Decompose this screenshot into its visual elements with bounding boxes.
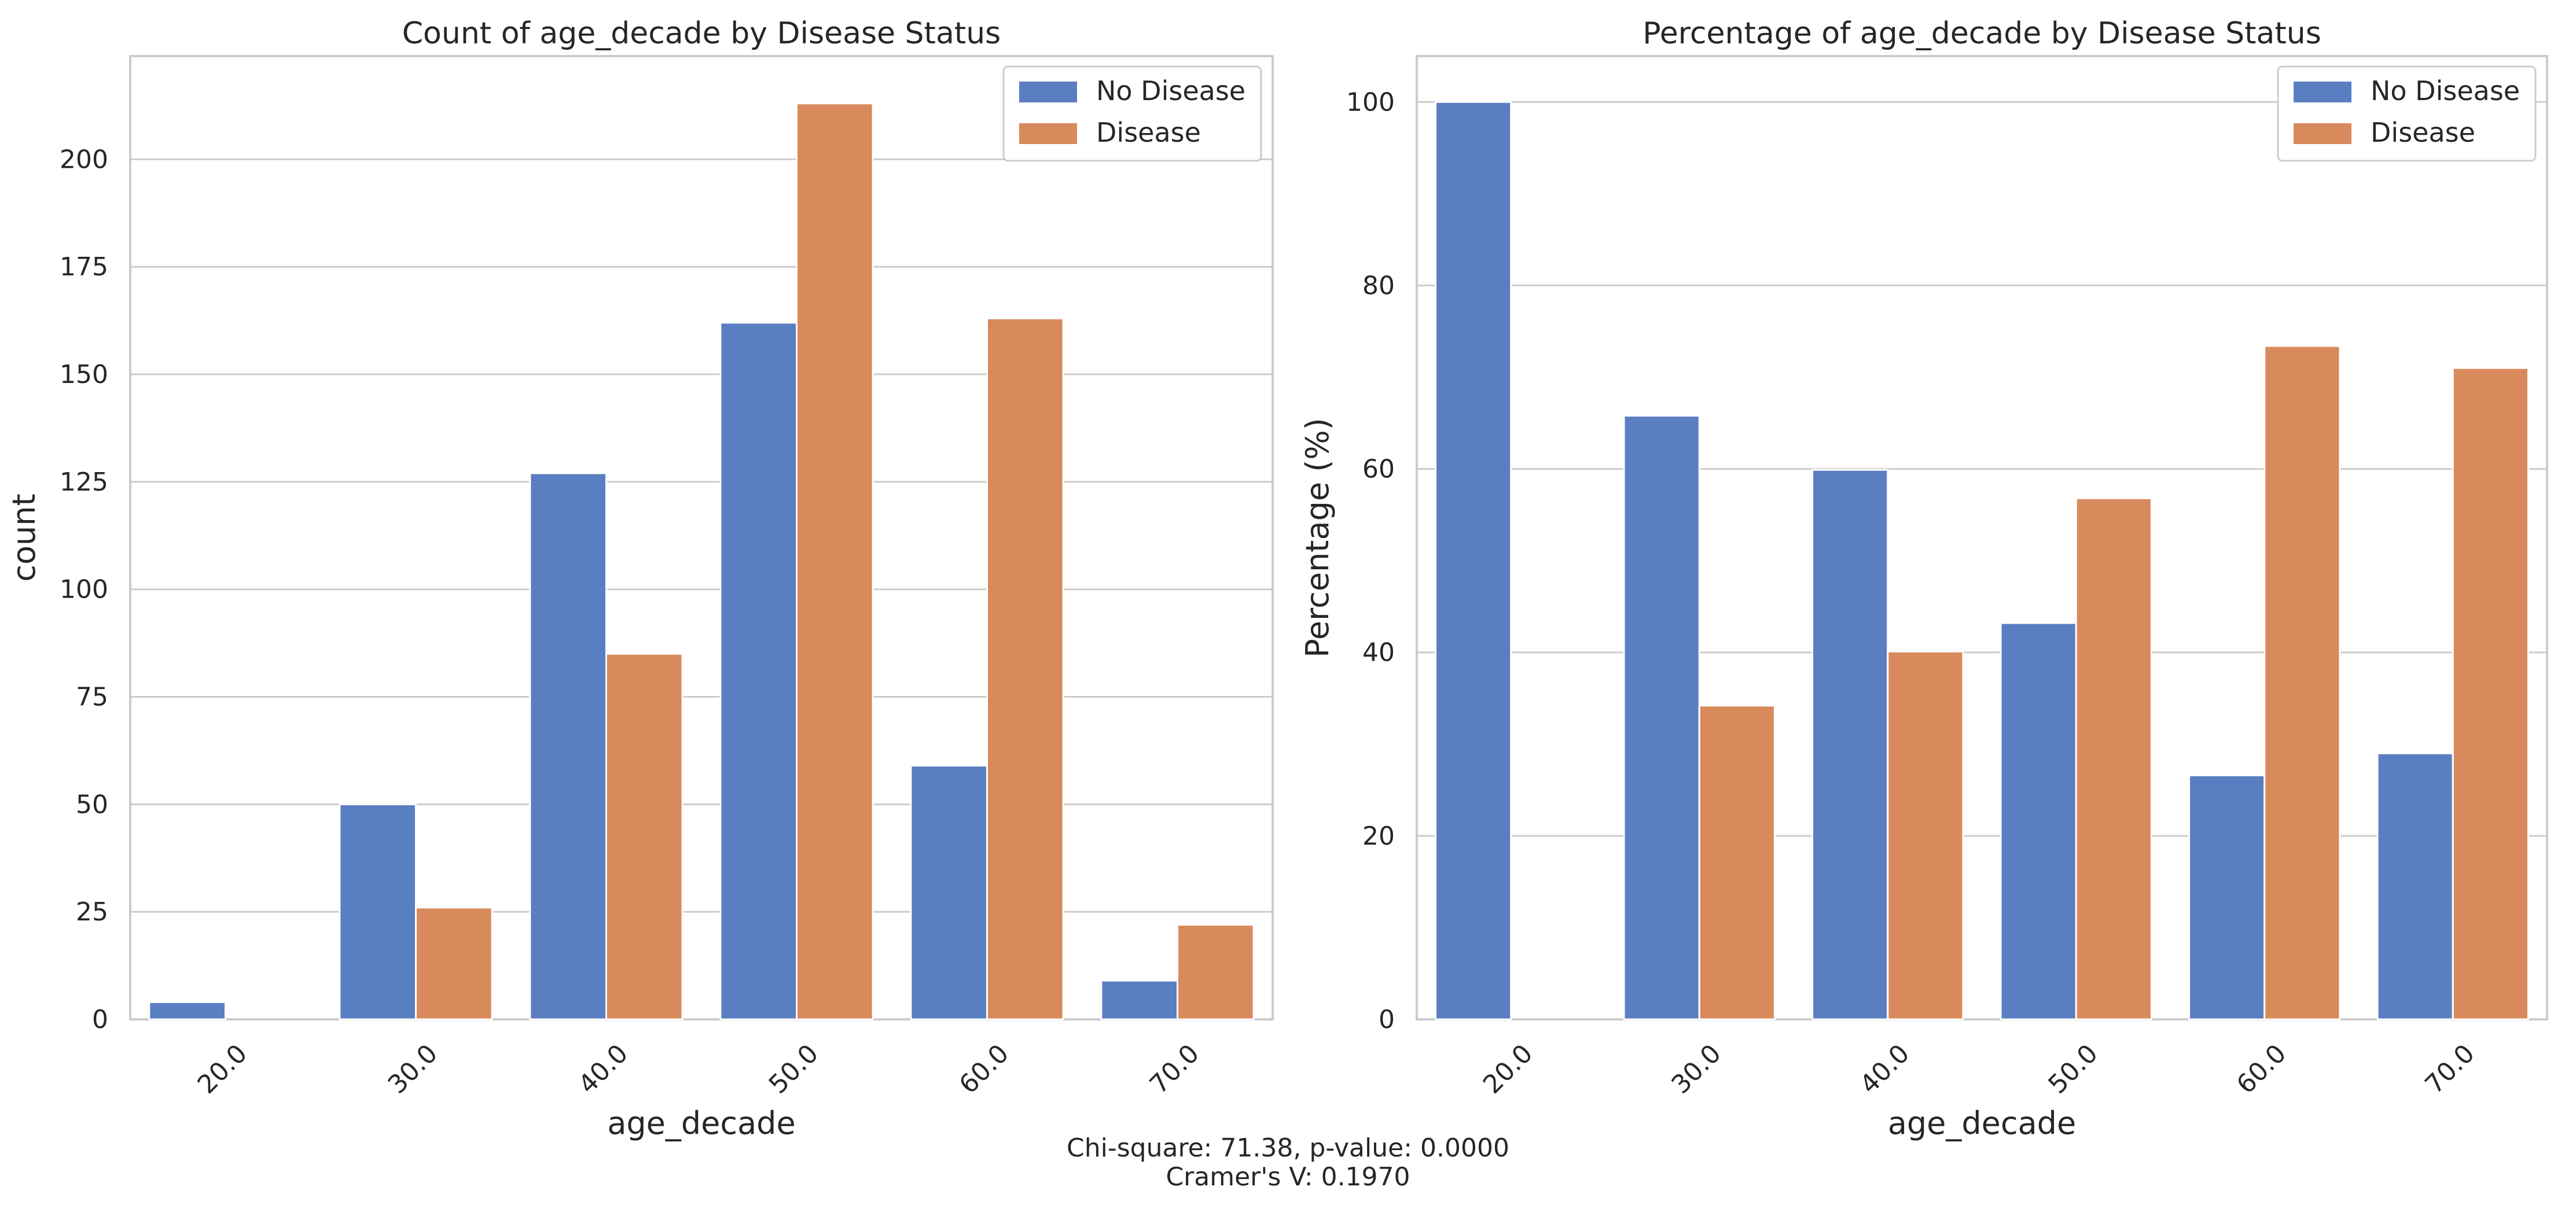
bar-disease-60.0 — [2263, 345, 2341, 1021]
bar-disease-60.0 — [986, 317, 1064, 1021]
bar-no-disease-30.0 — [1623, 415, 1700, 1021]
y-axis-label: Percentage (%) — [1299, 418, 1336, 657]
y-axis-label: count — [6, 493, 42, 581]
y-tick-label: 0 — [92, 1005, 108, 1034]
y-tick-label: 80 — [1362, 271, 1395, 300]
y-tick-label: 50 — [76, 790, 108, 819]
bar-disease-70.0 — [1177, 923, 1255, 1021]
bar-disease-40.0 — [605, 653, 683, 1021]
y-tick-label: 60 — [1362, 455, 1395, 484]
bar-no-disease-50.0 — [2000, 622, 2077, 1021]
x-tick-label: 60.0 — [2231, 1038, 2292, 1099]
legend-label: No Disease — [2371, 75, 2520, 106]
legend-swatch-no-disease — [1019, 82, 1077, 102]
y-tick-label: 175 — [60, 252, 108, 282]
bar-no-disease-70.0 — [2376, 752, 2454, 1021]
chart-title: Count of age_decade by Disease Status — [402, 16, 1001, 51]
plot-frame — [1416, 55, 2548, 1021]
legend-swatch-disease — [1019, 123, 1077, 144]
y-tick-label: 40 — [1362, 638, 1395, 668]
bar-no-disease-50.0 — [719, 322, 798, 1021]
x-tick-label: 30.0 — [1666, 1038, 1726, 1099]
x-axis-label: age_decade — [607, 1105, 795, 1141]
bar-disease-70.0 — [2452, 367, 2529, 1021]
y-tick-label: 150 — [60, 360, 108, 389]
legend-swatch-no-disease — [2294, 82, 2351, 102]
x-tick-label: 20.0 — [1478, 1038, 1538, 1099]
y-tick-label: 200 — [60, 145, 108, 174]
bar-disease-30.0 — [1698, 705, 1776, 1021]
bar-no-disease-30.0 — [339, 803, 417, 1021]
y-tick-label: 20 — [1362, 821, 1395, 851]
cramers-v-text: Cramer's V: 0.1970 — [1166, 1162, 1410, 1192]
bar-no-disease-60.0 — [2188, 774, 2266, 1021]
y-tick-label: 125 — [60, 467, 108, 497]
bar-no-disease-70.0 — [1100, 979, 1179, 1021]
bar-no-disease-20.0 — [148, 1001, 226, 1021]
legend-label: Disease — [1096, 117, 1201, 148]
bar-disease-50.0 — [796, 102, 874, 1021]
bar-disease-50.0 — [2075, 497, 2152, 1021]
plot-frame — [129, 55, 1274, 1021]
legend-label: Disease — [2371, 117, 2475, 148]
bar-no-disease-60.0 — [910, 764, 988, 1021]
x-tick-label: 50.0 — [2042, 1038, 2103, 1099]
x-tick-label: 70.0 — [2419, 1038, 2480, 1099]
chi-square-text: Chi-square: 71.38, p-value: 0.0000 — [1067, 1133, 1509, 1163]
y-tick-label: 100 — [60, 575, 108, 605]
bar-no-disease-20.0 — [1435, 101, 1512, 1021]
bar-disease-40.0 — [1887, 650, 1964, 1021]
legend-label: No Disease — [1096, 75, 1245, 106]
x-axis-label: age_decade — [1888, 1105, 2076, 1141]
bar-disease-30.0 — [415, 907, 493, 1021]
y-tick-label: 25 — [76, 897, 108, 927]
y-tick-label: 0 — [1379, 1005, 1395, 1034]
chart-title: Percentage of age_decade by Disease Stat… — [1642, 16, 2321, 51]
y-tick-label: 75 — [76, 683, 108, 712]
bar-no-disease-40.0 — [1811, 469, 1889, 1021]
legend-swatch-disease — [2294, 123, 2351, 144]
y-tick-label: 100 — [1346, 87, 1395, 117]
x-tick-label: 40.0 — [1854, 1038, 1915, 1099]
